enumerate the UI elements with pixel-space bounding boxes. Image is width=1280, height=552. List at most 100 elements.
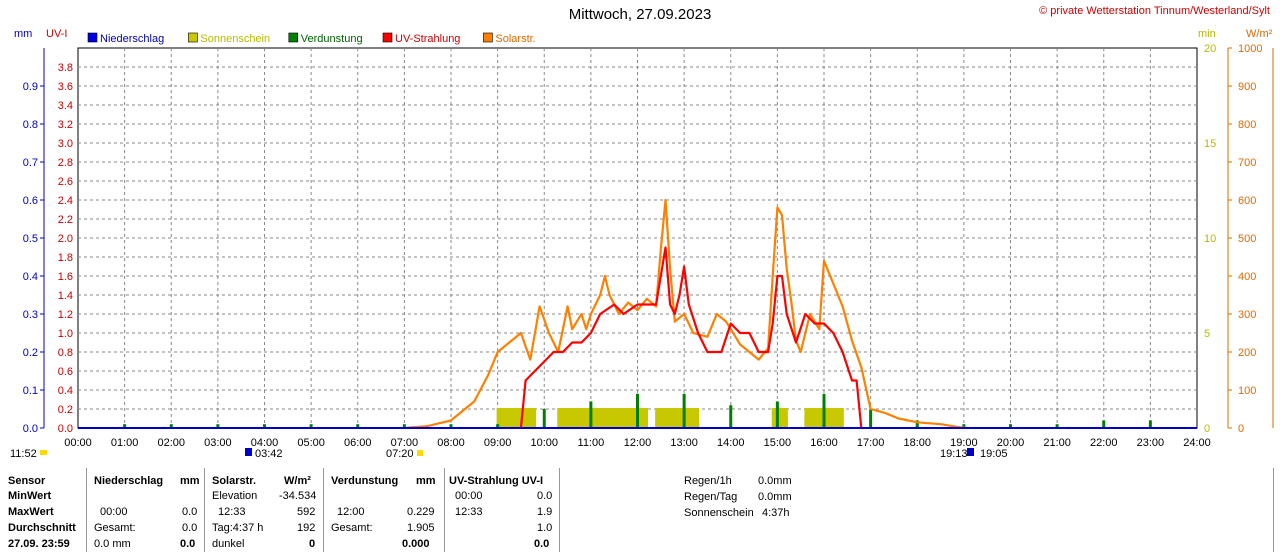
legend-swatch xyxy=(483,32,493,43)
evaporation-bar xyxy=(542,409,546,428)
evap-avg-label: Gesamt: xyxy=(331,522,373,534)
tick-label-x: 12:00 xyxy=(624,437,652,449)
sunshine-bar xyxy=(575,408,583,428)
weather-chart: mm 0.0 0.1 0.2 0.3 0.4 0.5 0.6 0.7 0.8 0.9 UV-I 0.0 0… xyxy=(10,28,1274,460)
sunshine-bar xyxy=(664,408,672,428)
sunshine-bar xyxy=(692,408,700,428)
tick-label-x: 07:00 xyxy=(391,437,419,449)
tick-label-uvi: 1.6 xyxy=(58,271,73,283)
sunshine-bar xyxy=(827,408,835,428)
tick-label-x: 00:00 xyxy=(64,437,92,449)
legend-label: Niederschlag xyxy=(100,33,164,45)
evaporation-bar xyxy=(589,401,593,428)
sunshine-bar xyxy=(505,408,513,428)
solar-avg-val: 192 xyxy=(297,522,316,534)
tick-label-x: 10:00 xyxy=(530,437,558,449)
rain-unit: mm xyxy=(180,475,200,487)
tick-label-x: 13:00 xyxy=(670,437,698,449)
rain-last-text: 0.0 mm xyxy=(94,538,131,550)
uv-min-val: 0.0 xyxy=(537,490,553,502)
row-label-date: 27.09. 23:59 xyxy=(8,538,70,550)
sunshine-bar xyxy=(566,408,574,428)
axis-title-min: min xyxy=(1198,28,1216,40)
sunshine-bar xyxy=(519,408,527,428)
tick-label-uvi: 2.0 xyxy=(58,233,73,245)
tick-label-x: 15:00 xyxy=(764,437,792,449)
legend-label: Solarstr. xyxy=(495,33,535,45)
tick-label-uvi: 0.2 xyxy=(58,404,73,416)
sunshine-bar xyxy=(781,408,788,428)
legend-swatch xyxy=(87,32,98,43)
rain-max-time: 00:00 xyxy=(100,506,128,518)
tick-label-uvi: 0.0 xyxy=(58,423,73,435)
evaporation-bar xyxy=(496,424,500,428)
tick-label-wm2: 300 xyxy=(1238,309,1256,321)
tick-label-uvi: 3.4 xyxy=(58,100,73,112)
tick-label-mm: 0.6 xyxy=(23,195,38,207)
sunshine-bar xyxy=(804,408,812,428)
legend-label: Sonnenschein xyxy=(200,33,270,45)
evaporation-bar xyxy=(1055,424,1059,428)
extra-label-rain-1h: Regen/1h xyxy=(684,475,732,487)
sunshine-bar xyxy=(771,408,779,428)
rain-last-val: 0.0 xyxy=(180,538,196,550)
tick-label-uvi: 2.2 xyxy=(58,214,73,226)
solar-unit: W/m² xyxy=(284,475,311,487)
evaporation-bar xyxy=(169,424,173,428)
uv-header: UV-Strahlung UV-I xyxy=(449,475,544,487)
sunrise-label: 07:20 xyxy=(386,448,414,460)
solar-last-label: dunkel xyxy=(212,538,245,550)
extra-label-sunshine: Sonnenschein xyxy=(684,507,754,519)
legend-swatch xyxy=(188,32,198,43)
moonset-icon xyxy=(245,448,252,456)
tick-label-min: 5 xyxy=(1204,328,1210,340)
tick-label-x: 21:00 xyxy=(1043,437,1071,449)
tick-label-uvi: 3.6 xyxy=(58,81,73,93)
evaporation-bar xyxy=(1009,424,1012,428)
evaporation-bar xyxy=(356,424,360,428)
evaporation-bar xyxy=(123,424,127,428)
tick-label-min: 10 xyxy=(1204,233,1216,245)
tick-label-x: 08:00 xyxy=(437,437,465,449)
sunshine-bar xyxy=(641,408,649,428)
tick-label-wm2: 800 xyxy=(1238,119,1256,131)
tick-label-x: 02:00 xyxy=(157,437,185,449)
tick-label-wm2: 700 xyxy=(1238,157,1256,169)
sunshine-bar xyxy=(599,408,607,428)
tick-label-uvi: 0.8 xyxy=(58,347,73,359)
tick-label-uvi: 0.4 xyxy=(58,385,73,397)
axis-title-mm: mm xyxy=(14,28,32,40)
tick-label-min: 0 xyxy=(1204,423,1210,435)
summary-table: Sensor MinWert MaxWert Durchschnitt 27.0… xyxy=(0,466,1280,552)
sun-icon xyxy=(40,450,47,455)
evaporation-bar xyxy=(729,405,733,428)
evaporation-bar xyxy=(216,424,220,428)
evaporation-bar xyxy=(775,401,779,428)
uv-max-time: 12:33 xyxy=(455,506,483,518)
sunshine-bar xyxy=(823,408,830,428)
uv-max-val: 1.9 xyxy=(537,506,553,518)
tick-label-x: 03:00 xyxy=(204,437,232,449)
sunshine-bar xyxy=(636,408,644,428)
copyright-link[interactable]: © private Wetterstation Tinnum/Westerlan… xyxy=(1039,5,1270,17)
solar-max-val: 592 xyxy=(297,506,316,518)
sunshine-bar xyxy=(594,408,602,428)
axis-title-wm2: W/m² xyxy=(1246,28,1273,40)
extra-value-sunshine: 4:37h xyxy=(762,507,790,519)
sunshine-bar xyxy=(678,408,686,428)
moonrise-icon xyxy=(967,448,974,456)
sunshine-bar xyxy=(776,408,784,428)
evaporation-bar xyxy=(1102,420,1106,428)
solar-min-label: Elevation xyxy=(212,490,258,502)
extra-label-rain-day: Regen/Tag xyxy=(684,491,738,503)
evaporation-bar xyxy=(263,424,266,428)
sunshine-bar xyxy=(524,408,532,428)
uv-avg-val: 1.0 xyxy=(537,522,553,534)
tick-label-mm: 0.7 xyxy=(23,157,38,169)
tick-label-x: 01:00 xyxy=(111,437,139,449)
solar-header: Solarstr. xyxy=(212,475,257,487)
sunshine-bar xyxy=(580,408,588,428)
tick-label-mm: 0.2 xyxy=(23,347,38,359)
legend-swatch xyxy=(288,32,299,43)
sunset-label: 19:05 xyxy=(980,448,1008,460)
